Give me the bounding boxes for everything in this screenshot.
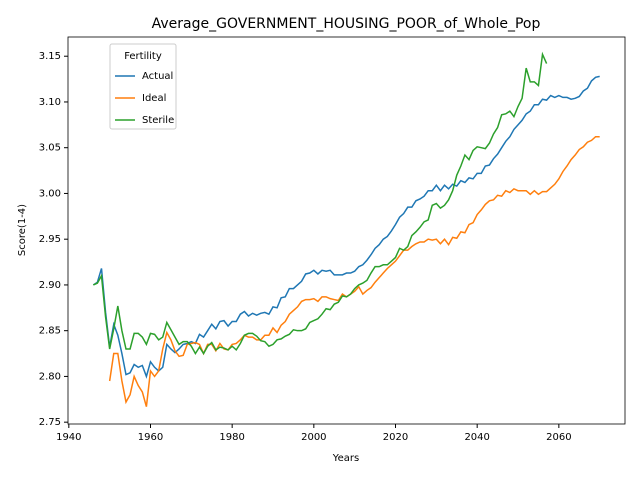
y-tick-label: 2.95 (39, 234, 61, 245)
y-tick-label: 3.00 (39, 188, 61, 199)
x-tick-label: 2060 (546, 432, 571, 443)
series-line (108, 135, 600, 407)
x-tick-label: 1980 (219, 432, 244, 443)
x-tick-label: 2040 (464, 432, 489, 443)
series-line (93, 51, 548, 356)
x-tick-label: 2000 (301, 432, 326, 443)
series-line (92, 75, 600, 379)
y-tick-label: 3.10 (39, 97, 61, 108)
y-tick-label: 2.85 (39, 326, 61, 337)
legend-label: Sterile (142, 115, 174, 126)
chart-title: Average_GOVERNMENT_HOUSING_POOR_of_Whole… (152, 16, 541, 32)
y-tick-label: 2.75 (39, 417, 61, 428)
x-axis-label: Years (332, 453, 359, 464)
y-tick-label: 2.90 (39, 280, 61, 291)
y-axis-label: Score(1-4) (17, 204, 28, 256)
y-tick-label: 3.15 (39, 51, 61, 62)
y-tick-label: 2.80 (39, 371, 61, 382)
x-tick-label: 1960 (138, 432, 163, 443)
y-tick-label: 3.05 (39, 143, 61, 154)
x-tick-label: 2020 (383, 432, 408, 443)
x-tick-label: 1940 (56, 432, 81, 443)
plot-frame (67, 36, 626, 425)
legend-title: Fertility (124, 51, 162, 62)
legend-box (109, 43, 177, 130)
legend-label: Actual (142, 71, 173, 82)
legend-label: Ideal (142, 93, 166, 104)
